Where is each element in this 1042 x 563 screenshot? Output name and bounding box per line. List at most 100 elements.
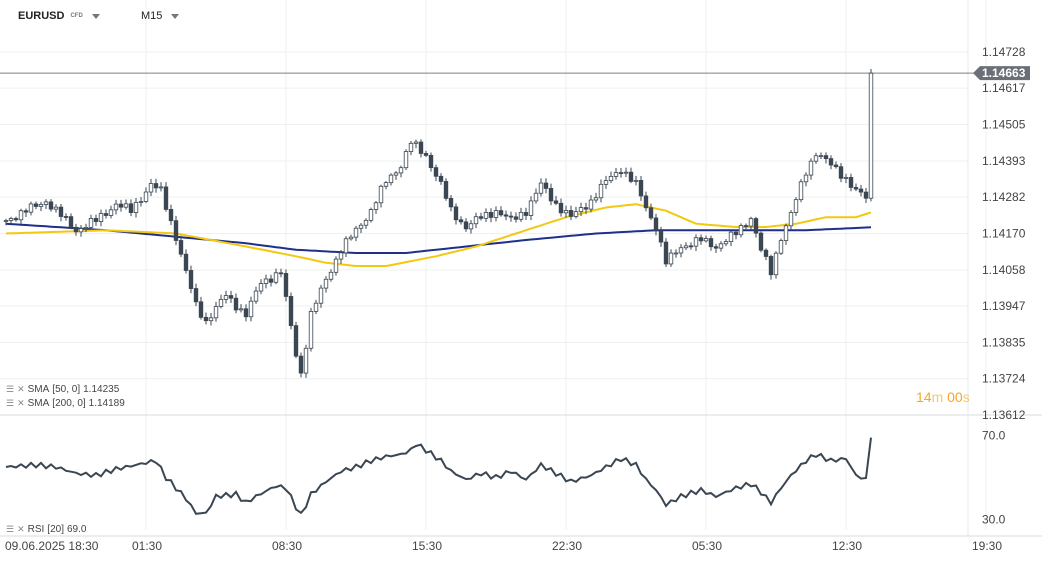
candle-body (78, 228, 84, 233)
rsi-tick-label: 30.0 (982, 513, 1006, 527)
timeframe-selector[interactable]: M15 (141, 10, 180, 22)
candle-body (698, 237, 704, 242)
candle-body (473, 216, 479, 225)
candle-body (613, 172, 619, 177)
candle-body (203, 316, 209, 322)
candle-body (793, 199, 799, 213)
candle-body (658, 230, 664, 243)
sma-200-legend[interactable]: ☰ ✕ SMA [200, 0] 1.14189 (6, 398, 125, 409)
candle-body (23, 210, 29, 213)
candle-body (248, 300, 254, 318)
time-tick-label: 12:30 (832, 539, 862, 553)
candle-body (33, 203, 39, 207)
candle-body (653, 217, 659, 232)
candle-body (68, 216, 74, 228)
candle-body (263, 278, 269, 284)
time-tick-label: 19:30 (972, 539, 1002, 553)
candle-body (418, 141, 424, 154)
sma-200-line (5, 222, 872, 254)
sma-50-layer (5, 203, 872, 267)
indicator-name: SMA (27, 398, 50, 409)
candle-body (628, 171, 634, 182)
candle-body (838, 166, 844, 179)
candle-body (93, 218, 99, 222)
candle-body (288, 296, 294, 327)
indicator-name: RSI (27, 524, 45, 535)
price-tick-label: 1.13724 (982, 372, 1026, 386)
current-price-tag-label: 1.14663 (982, 66, 1026, 80)
candle-body (633, 179, 639, 182)
symbol-selector[interactable]: EURUSD CFD (18, 10, 100, 22)
rsi-tick-label: 70.0 (982, 429, 1006, 443)
candle-body (383, 182, 389, 187)
candle-body (413, 141, 419, 144)
candle-body (238, 308, 244, 311)
candle-body (133, 202, 139, 213)
candle-body (298, 355, 304, 374)
settings-icon[interactable]: ☰ (6, 384, 15, 394)
candle-body (13, 218, 19, 221)
candle-body (643, 195, 649, 209)
candle-body (328, 271, 334, 280)
candle-body (18, 210, 24, 221)
candle-body (523, 212, 529, 216)
close-icon[interactable]: ✕ (17, 524, 25, 534)
price-tick-label: 1.14282 (982, 190, 1026, 204)
sma-200-layer (5, 222, 872, 254)
price-tick-label: 1.14617 (982, 81, 1026, 95)
candle-body (518, 212, 524, 220)
candle-body (563, 210, 569, 214)
candle-body (468, 223, 474, 230)
settings-icon[interactable]: ☰ (6, 398, 15, 408)
close-icon[interactable]: ✕ (17, 398, 25, 408)
instrument-type-label: CFD (70, 13, 83, 19)
candle-body (458, 219, 464, 223)
candle-body (173, 220, 179, 241)
candle-body (483, 212, 489, 219)
candle-body (448, 197, 454, 208)
candle-body (788, 212, 794, 227)
sma-50-legend[interactable]: ☰ ✕ SMA [50, 0] 1.14235 (6, 384, 119, 395)
candle-body (743, 225, 749, 227)
candle-body (863, 191, 869, 199)
candle-body (463, 221, 469, 230)
candle-body (678, 247, 684, 254)
indicator-value: 69.0 (66, 524, 87, 535)
candle-body (738, 225, 744, 236)
candle-body (123, 203, 129, 208)
candle-body (268, 278, 274, 283)
indicator-name: SMA (27, 384, 50, 395)
candle-body (213, 306, 219, 319)
candle-body (108, 209, 114, 216)
candle-body (258, 283, 264, 292)
candle-body (308, 310, 314, 349)
candle-body (623, 171, 629, 174)
candle-body (233, 297, 239, 311)
candle-body (373, 202, 379, 210)
candle-body (688, 245, 694, 248)
rsi-legend[interactable]: ☰ ✕ RSI [20] 69.0 (6, 524, 86, 535)
candle-body (163, 186, 169, 210)
indicator-params: [200, 0] (52, 398, 86, 409)
candle-body (818, 155, 824, 158)
settings-icon[interactable]: ☰ (6, 524, 15, 534)
candle-body (378, 185, 384, 204)
candle-body (803, 174, 809, 183)
candle-body (618, 172, 624, 174)
candle-body (498, 210, 504, 216)
chart-grid (0, 0, 1042, 537)
candle-body (48, 201, 54, 210)
candle-body (223, 295, 229, 300)
indicator-value: 1.14189 (88, 398, 125, 409)
candle-body (493, 210, 499, 218)
candle-body (808, 160, 814, 176)
candle-body (428, 154, 434, 169)
close-icon[interactable]: ✕ (17, 384, 25, 394)
candle-body (63, 216, 69, 218)
candle-body (293, 325, 299, 357)
candle-body (103, 213, 109, 216)
candle-body (153, 183, 159, 189)
candle-body (443, 181, 449, 199)
candle-body (148, 183, 154, 193)
